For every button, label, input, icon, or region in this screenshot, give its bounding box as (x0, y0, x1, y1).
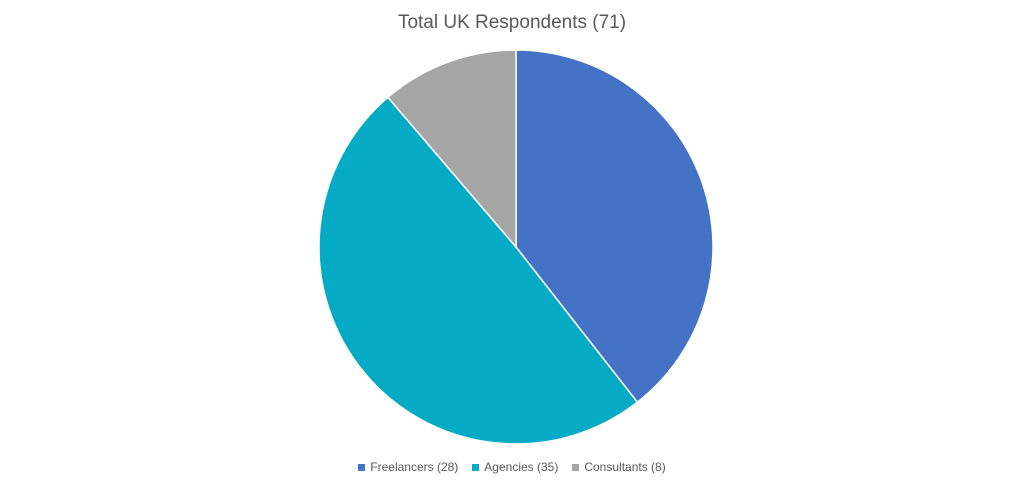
legend-label-consultants: Consultants (8) (584, 460, 666, 474)
legend-label-freelancers: Freelancers (28) (370, 460, 459, 474)
pie-slice-freelancers (515, 49, 714, 404)
legend: Freelancers (28) Agencies (35) Consultan… (0, 460, 1024, 474)
pie-slices (318, 49, 714, 445)
legend-swatch-agencies (472, 463, 480, 471)
legend-swatch-freelancers (358, 463, 366, 471)
legend-item-freelancers: Freelancers (28) (358, 460, 458, 474)
pie-slice-agencies (318, 96, 639, 445)
legend-label-agencies: Agencies (35) (484, 460, 559, 474)
legend-item-consultants: Consultants (8) (572, 460, 666, 474)
legend-item-agencies: Agencies (35) (472, 460, 558, 474)
pie-slice-consultants (386, 49, 517, 250)
legend-swatch-consultants (572, 463, 580, 471)
chart-title: Total UK Respondents (71) (397, 12, 627, 33)
